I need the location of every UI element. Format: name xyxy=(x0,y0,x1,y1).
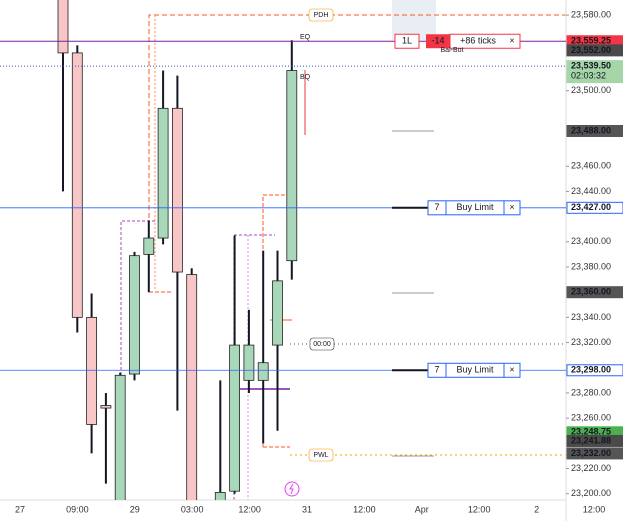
candle-body xyxy=(157,107,169,239)
x-tick-label: 29 xyxy=(130,504,140,514)
x-tick-label: 31 xyxy=(302,504,312,514)
price-label: 23,232.00 xyxy=(571,448,611,458)
y-tick-label: 23,340.00 xyxy=(571,312,611,322)
order-qty: 7 xyxy=(434,202,439,212)
y-tick-label: 23,320.00 xyxy=(571,337,611,347)
ticks: +86 ticks xyxy=(460,36,496,46)
order-type: Buy Limit xyxy=(456,365,494,375)
y-tick-label: 23,220.00 xyxy=(571,463,611,473)
order-cancel[interactable]: × xyxy=(509,365,514,375)
replay-icon-glyph xyxy=(289,483,294,495)
candle-body xyxy=(257,362,269,381)
candle-body xyxy=(114,374,126,500)
candle-body xyxy=(100,405,112,409)
y-tick-label: 23,580.00 xyxy=(571,9,611,19)
session-shade xyxy=(392,0,436,40)
order-cancel[interactable]: × xyxy=(509,202,514,212)
price-label: 23,248.75 xyxy=(571,427,611,437)
price-label-box xyxy=(566,447,623,460)
price-label-box xyxy=(566,124,623,137)
price-label-box xyxy=(566,201,623,214)
x-tick-label: 09:00 xyxy=(66,504,89,514)
side: 1L xyxy=(402,36,412,46)
order-box[interactable] xyxy=(427,362,521,378)
candle-body xyxy=(86,316,97,425)
annotation: 00:00 xyxy=(313,341,331,348)
annotation: EQ xyxy=(300,34,311,41)
annotation: BQ xyxy=(300,74,311,81)
candle-body xyxy=(286,70,298,262)
price-label: 23,427.00 xyxy=(571,202,611,212)
price-label-box xyxy=(566,434,623,447)
y-tick-label: 23,380.00 xyxy=(571,261,611,271)
price-label-box xyxy=(566,60,623,84)
x-tick-label: 12:00 xyxy=(468,504,491,514)
price-label: 23,488.00 xyxy=(571,125,611,135)
x-tick-label: 12:00 xyxy=(583,504,606,514)
y-tick-label: 23,260.00 xyxy=(571,413,611,423)
price-label: 23,241.88 xyxy=(571,435,611,445)
guide xyxy=(233,234,275,500)
pnl-box xyxy=(426,34,450,49)
y-tick-label: 23,200.00 xyxy=(571,488,611,498)
drawings xyxy=(120,14,566,500)
x-tick-label: 03:00 xyxy=(181,504,204,514)
order-type: Buy Limit xyxy=(456,202,494,212)
price-label-box xyxy=(566,286,623,299)
price-countdown: 02:03:32 xyxy=(571,70,606,80)
candle-body xyxy=(129,255,140,375)
candles xyxy=(57,0,298,500)
annotation-box xyxy=(308,448,334,462)
candle-body xyxy=(143,237,155,255)
annotation: PDH xyxy=(314,12,329,19)
price-label: 23,298.00 xyxy=(571,365,611,375)
side-box[interactable] xyxy=(394,33,420,49)
candle-body xyxy=(214,492,226,500)
pnl: -14 xyxy=(431,36,444,46)
y-tick-label: 23,500.00 xyxy=(571,85,611,95)
price-label: 23,360.00 xyxy=(571,287,611,297)
annotation: PWL xyxy=(313,452,328,459)
position-note: Bal-Bot xyxy=(441,47,464,54)
x-tick-label: 27 xyxy=(15,504,25,514)
candle-body xyxy=(57,0,69,54)
x-tick-label: 12:00 xyxy=(238,504,261,514)
price-label-box xyxy=(566,44,623,57)
annotation-box xyxy=(309,337,335,351)
candle-body xyxy=(272,280,283,346)
candle-body xyxy=(229,344,241,492)
price-label: 23,539.50 xyxy=(571,60,611,70)
candle-body xyxy=(71,52,83,318)
pdh-line xyxy=(148,14,566,290)
x-tick-label: 12:00 xyxy=(353,504,376,514)
x-tick-label: 2 xyxy=(534,504,539,514)
candle-body xyxy=(243,344,255,381)
order-qty: 7 xyxy=(434,365,439,375)
candle-body xyxy=(186,274,198,500)
price-label: 23,559.25 xyxy=(571,36,611,46)
price-label: 23,552.00 xyxy=(571,45,611,55)
annotation-box xyxy=(308,8,334,22)
x-tick-label: Apr xyxy=(415,504,429,514)
y-tick-label: 23,460.00 xyxy=(571,161,611,171)
price-label-box xyxy=(566,364,623,377)
y-tick-label: 23,400.00 xyxy=(571,236,611,246)
order-box[interactable] xyxy=(427,200,521,216)
y-tick-label: 23,440.00 xyxy=(571,186,611,196)
ticks-box xyxy=(449,33,521,49)
y-tick-label: 23,280.00 xyxy=(571,387,611,397)
candle-body xyxy=(171,107,183,273)
close-position[interactable]: × xyxy=(509,36,514,46)
